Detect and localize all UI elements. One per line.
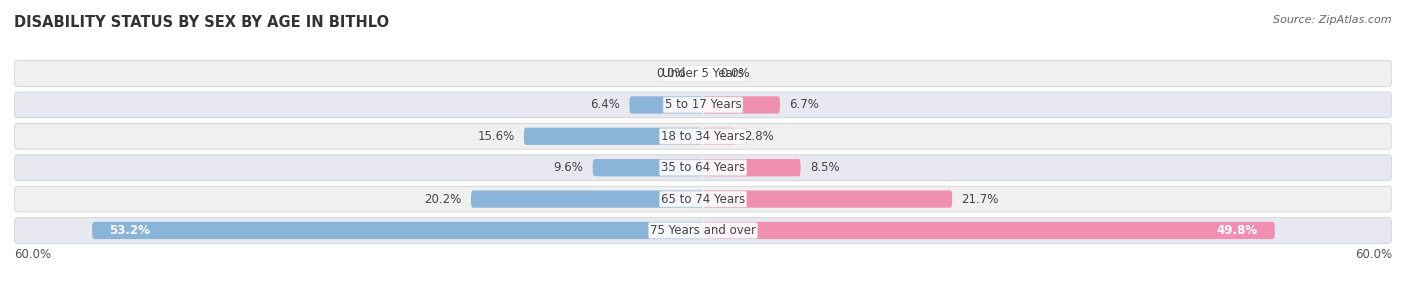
FancyBboxPatch shape — [14, 186, 1392, 212]
Text: Source: ZipAtlas.com: Source: ZipAtlas.com — [1274, 15, 1392, 25]
Text: Under 5 Years: Under 5 Years — [662, 67, 744, 80]
Text: 60.0%: 60.0% — [14, 248, 51, 261]
Text: 35 to 64 Years: 35 to 64 Years — [661, 161, 745, 174]
FancyBboxPatch shape — [14, 123, 1392, 149]
FancyBboxPatch shape — [14, 218, 1392, 243]
FancyBboxPatch shape — [14, 155, 1392, 181]
Text: 9.6%: 9.6% — [554, 161, 583, 174]
Text: 6.4%: 6.4% — [591, 98, 620, 112]
Text: 20.2%: 20.2% — [425, 192, 461, 206]
FancyBboxPatch shape — [703, 159, 800, 176]
FancyBboxPatch shape — [93, 222, 703, 239]
Text: 21.7%: 21.7% — [962, 192, 998, 206]
Text: 60.0%: 60.0% — [1355, 248, 1392, 261]
FancyBboxPatch shape — [703, 222, 1275, 239]
Text: 0.0%: 0.0% — [720, 67, 749, 80]
FancyBboxPatch shape — [703, 190, 952, 208]
Text: 18 to 34 Years: 18 to 34 Years — [661, 130, 745, 143]
Text: DISABILITY STATUS BY SEX BY AGE IN BITHLO: DISABILITY STATUS BY SEX BY AGE IN BITHL… — [14, 15, 389, 30]
Text: 0.0%: 0.0% — [657, 67, 686, 80]
FancyBboxPatch shape — [14, 61, 1392, 86]
FancyBboxPatch shape — [630, 96, 703, 114]
Text: 65 to 74 Years: 65 to 74 Years — [661, 192, 745, 206]
Text: 49.8%: 49.8% — [1216, 224, 1257, 237]
Text: 75 Years and over: 75 Years and over — [650, 224, 756, 237]
Text: 2.8%: 2.8% — [744, 130, 775, 143]
Text: 15.6%: 15.6% — [478, 130, 515, 143]
FancyBboxPatch shape — [703, 96, 780, 114]
FancyBboxPatch shape — [593, 159, 703, 176]
Text: 6.7%: 6.7% — [789, 98, 818, 112]
FancyBboxPatch shape — [471, 190, 703, 208]
Text: 53.2%: 53.2% — [110, 224, 150, 237]
Text: 5 to 17 Years: 5 to 17 Years — [665, 98, 741, 112]
FancyBboxPatch shape — [14, 92, 1392, 118]
FancyBboxPatch shape — [524, 128, 703, 145]
Text: 8.5%: 8.5% — [810, 161, 839, 174]
FancyBboxPatch shape — [703, 128, 735, 145]
